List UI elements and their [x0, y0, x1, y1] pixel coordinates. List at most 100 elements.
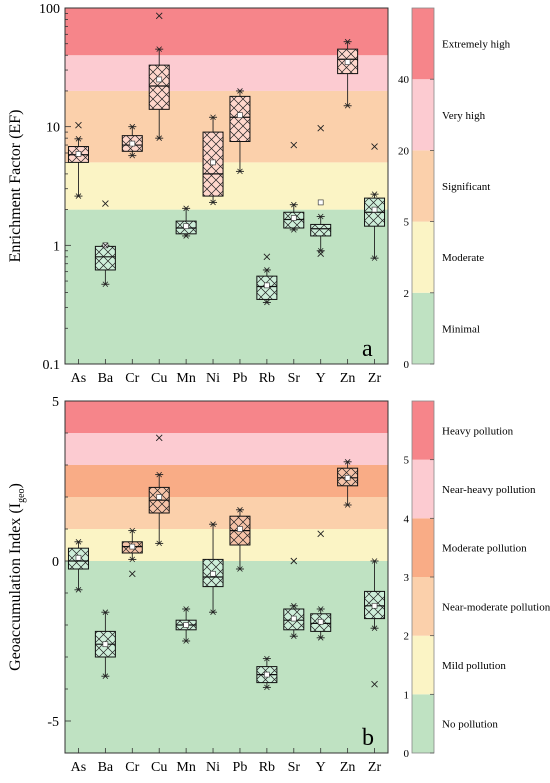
legend-label: Minimal — [442, 323, 480, 335]
box-mean — [344, 474, 351, 481]
panel-b: No pollution Mild pollution Near-moderate … — [7, 395, 550, 775]
legend-label: Extremely high — [442, 39, 511, 51]
band-yellow — [65, 529, 388, 561]
whisker-end-marker — [183, 205, 189, 212]
whisker-end-marker — [344, 102, 351, 109]
x-tick-label: Pb — [233, 371, 248, 386]
legend-swatch-orange — [412, 518, 434, 577]
whisker-end-marker — [129, 152, 136, 159]
box-mean — [129, 140, 136, 147]
legend-tick-label: 1 — [404, 689, 410, 701]
whisker-end-marker — [317, 213, 324, 220]
outlier — [290, 141, 298, 149]
whisker-end-marker — [237, 566, 243, 572]
legend-tick-label: 2 — [404, 631, 410, 643]
whisker-end-marker — [102, 281, 109, 288]
y-tick-label: -5 — [47, 715, 59, 730]
outlier — [263, 253, 271, 261]
x-tick-label: Ni — [206, 371, 220, 386]
plot-frame — [64, 400, 389, 754]
x-tick-label: Mn — [176, 371, 195, 386]
whisker-end-marker — [344, 459, 351, 465]
panel-label: a — [362, 336, 373, 362]
legend-swatch-green — [412, 694, 434, 753]
box-mean — [210, 570, 216, 577]
outlier — [290, 557, 298, 565]
legend-tick-label: 0 — [404, 359, 410, 371]
band-green — [65, 209, 388, 364]
whisker-end-marker — [102, 242, 109, 249]
whisker-end-marker — [129, 556, 136, 563]
x-tick-label: Sr — [288, 760, 301, 775]
box-mean — [156, 494, 163, 500]
legend-swatch-yellow — [412, 635, 434, 695]
band-peach — [65, 90, 388, 163]
legend-tick-label: 40 — [398, 74, 410, 86]
x-tick-label: Ba — [98, 371, 114, 386]
box-mean — [75, 554, 82, 561]
legend-tick-label: 0 — [404, 748, 410, 760]
box — [148, 64, 170, 110]
whisker-end-marker — [210, 199, 216, 206]
outlier — [155, 12, 163, 20]
box-mean — [371, 206, 378, 213]
legend-label: Near-heavy pollution — [442, 484, 536, 496]
outlier — [317, 124, 325, 132]
x-tick-label: Rb — [259, 371, 275, 386]
whisker-end-marker — [291, 201, 297, 208]
legend-tick-label: 20 — [398, 145, 410, 157]
box-mean — [317, 199, 324, 206]
whisker-end-marker — [75, 587, 82, 593]
outlier — [155, 434, 163, 442]
legend-swatch-red — [412, 401, 434, 460]
legend-tick-label: 3 — [404, 572, 410, 584]
whisker-end-marker — [237, 88, 243, 94]
whisker-end-marker — [156, 46, 162, 52]
whisker-end-marker — [183, 606, 189, 612]
x-tick-label: Cr — [125, 760, 139, 775]
y-tick-label: 0 — [52, 555, 59, 570]
box-mean — [210, 159, 216, 166]
legend-label: Moderate pollution — [442, 543, 527, 555]
legend-swatch-pink — [412, 79, 434, 151]
legend-tick-label: 2 — [404, 288, 410, 300]
whisker-end-marker — [317, 606, 324, 612]
whisker-end-marker — [183, 233, 189, 239]
box-mean — [344, 59, 351, 65]
whisker-end-marker — [210, 521, 216, 527]
legend-tick-label: 4 — [404, 513, 410, 525]
x-tick-label: Mn — [176, 760, 195, 775]
whisker-end-marker — [129, 123, 136, 130]
box-mean — [371, 602, 378, 609]
whisker-end-marker — [102, 609, 109, 615]
x-tick-label: Zn — [340, 760, 356, 775]
legend-label: Mild pollution — [442, 660, 506, 672]
y-tick-label: 10 — [46, 121, 60, 136]
whisker-end-marker — [102, 673, 109, 679]
band-green — [65, 561, 388, 753]
legend-tick-label: 5 — [404, 217, 410, 229]
y-tick-label: 100 — [39, 2, 60, 17]
whisker-end-marker — [317, 635, 324, 641]
whisker-end-marker — [237, 507, 243, 513]
legend-label: Moderate — [442, 252, 484, 264]
legend-swatch-peach — [412, 577, 434, 636]
x-tick-label: Zr — [368, 371, 382, 386]
whisker-end-marker — [156, 471, 162, 478]
band-peach — [65, 497, 388, 529]
whisker-end-marker — [344, 38, 351, 45]
whisker-end-marker — [371, 191, 378, 197]
band-orange — [65, 465, 388, 497]
legend-swatch-pink — [412, 459, 434, 519]
x-tick-label: Cr — [125, 371, 139, 386]
x-tick-label: Pb — [233, 760, 248, 775]
panel-a: Minimal Moderate Significant Very high Extre… — [7, 2, 511, 386]
x-tick-label: Cu — [151, 760, 167, 775]
whisker-end-marker — [75, 136, 82, 142]
outlier — [317, 250, 325, 258]
x-tick-label: Cu — [151, 371, 167, 386]
outlier — [75, 121, 82, 129]
legend-label: No pollution — [442, 719, 498, 731]
whisker-end-marker — [264, 684, 270, 691]
